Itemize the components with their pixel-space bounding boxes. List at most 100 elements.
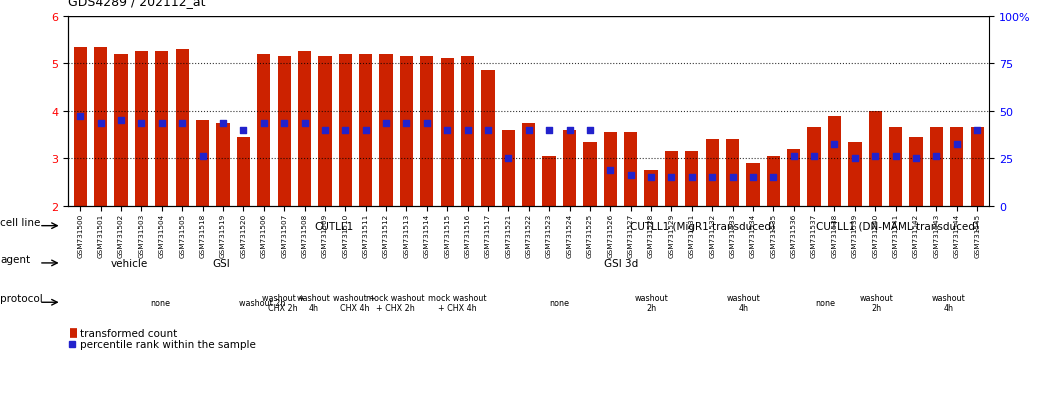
Text: washout
4h: washout 4h [932, 293, 965, 312]
Bar [461, 57, 474, 206]
Bar [522, 123, 535, 206]
Bar [542, 157, 556, 206]
Point [684, 175, 700, 181]
Bar [807, 128, 821, 206]
Bar [502, 131, 515, 206]
Bar [94, 47, 107, 206]
Bar [217, 123, 229, 206]
Text: washout +
CHX 4h: washout + CHX 4h [333, 293, 376, 312]
Bar [869, 112, 882, 206]
Bar [726, 140, 739, 206]
Point [92, 120, 109, 127]
Point [480, 127, 496, 134]
Bar [685, 152, 698, 206]
Bar [604, 133, 617, 206]
Point [887, 153, 904, 160]
Point [296, 120, 313, 127]
Bar [441, 59, 453, 206]
Text: none: none [550, 298, 570, 307]
Bar [298, 52, 311, 206]
Point [867, 153, 884, 160]
Bar [277, 57, 291, 206]
Text: washout 2h: washout 2h [240, 298, 286, 307]
Point [235, 127, 251, 134]
Point [439, 127, 455, 134]
Bar [624, 133, 638, 206]
Point [419, 120, 436, 127]
Point [378, 120, 395, 127]
Point [663, 175, 680, 181]
Bar [237, 138, 250, 206]
Point [704, 175, 720, 181]
Bar [258, 55, 270, 206]
Point [316, 127, 333, 134]
Bar [73, 47, 87, 206]
Point [154, 120, 171, 127]
Bar [747, 164, 759, 206]
Point [540, 127, 557, 134]
Point [785, 153, 802, 160]
Text: washout
2h: washout 2h [860, 293, 894, 312]
Text: none: none [816, 298, 836, 307]
Bar [951, 128, 963, 206]
Bar [359, 55, 373, 206]
Text: protocol: protocol [0, 294, 43, 304]
Bar [196, 121, 209, 206]
Point [357, 127, 374, 134]
Point [725, 175, 741, 181]
Bar [114, 55, 128, 206]
Point [826, 141, 843, 148]
Point [602, 168, 619, 174]
Text: CUTLL1: CUTLL1 [314, 221, 354, 231]
Text: GSI 3d: GSI 3d [604, 258, 638, 268]
Bar [828, 116, 841, 206]
Bar [155, 52, 169, 206]
Text: washout
4h: washout 4h [727, 293, 760, 312]
Bar [318, 57, 332, 206]
Point [622, 172, 639, 179]
Point [255, 120, 272, 127]
Text: washout
2h: washout 2h [634, 293, 668, 312]
Bar [176, 50, 188, 206]
Text: agent: agent [0, 255, 30, 265]
Text: mock washout
+ CHX 4h: mock washout + CHX 4h [428, 293, 486, 312]
Text: none: none [150, 298, 171, 307]
Bar [910, 138, 922, 206]
Point [744, 175, 761, 181]
Text: transformed count: transformed count [80, 328, 177, 338]
Text: percentile rank within the sample: percentile rank within the sample [80, 339, 255, 349]
Point [460, 127, 476, 134]
Point [928, 153, 944, 160]
Point [908, 156, 925, 162]
Point [398, 120, 415, 127]
Bar [482, 71, 494, 206]
Point [520, 127, 537, 134]
Bar [135, 52, 148, 206]
Point [847, 156, 864, 162]
Bar [583, 142, 597, 206]
Bar [563, 131, 576, 206]
Point [561, 127, 578, 134]
Text: washout +
CHX 2h: washout + CHX 2h [262, 293, 305, 312]
Point [643, 175, 660, 181]
Bar [400, 57, 414, 206]
Bar [379, 55, 393, 206]
Text: cell line: cell line [0, 218, 41, 228]
Text: CUTLL1 (DN-MAML transduced): CUTLL1 (DN-MAML transduced) [816, 221, 979, 231]
Point [806, 153, 823, 160]
Point [337, 127, 354, 134]
Bar [644, 171, 658, 206]
Text: mock washout
+ CHX 2h: mock washout + CHX 2h [366, 293, 425, 312]
Bar [766, 157, 780, 206]
Point [215, 120, 231, 127]
Point [72, 113, 89, 120]
Text: washout
4h: washout 4h [297, 293, 331, 312]
Bar [420, 57, 433, 206]
Point [194, 153, 210, 160]
Point [133, 120, 150, 127]
Bar [971, 128, 984, 206]
Bar [889, 128, 903, 206]
Text: vehicle: vehicle [111, 258, 148, 268]
Point [500, 156, 517, 162]
Text: GDS4289 / 202112_at: GDS4289 / 202112_at [68, 0, 205, 8]
